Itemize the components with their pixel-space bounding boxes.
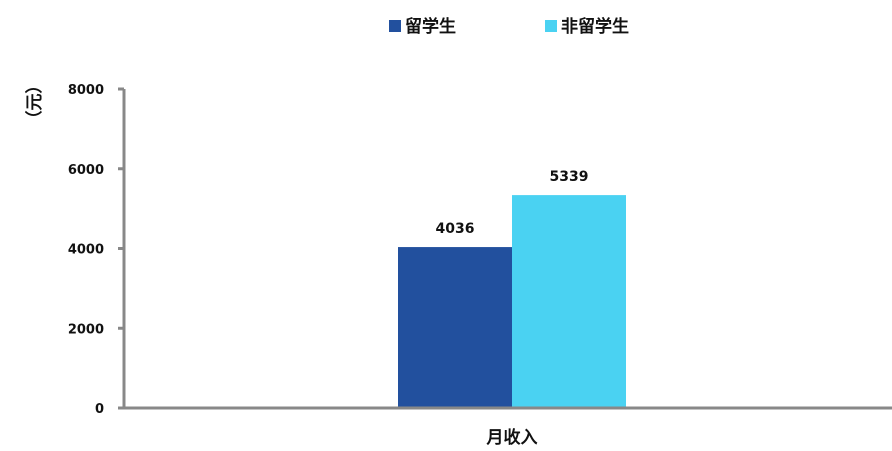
y-tick-label: 4000 [68,243,104,258]
legend-swatch-2 [545,20,557,32]
legend: 留学生 非留学生 [389,16,629,37]
legend-label-1: 留学生 [405,16,456,37]
data-label-2: 5339 [550,169,589,185]
legend-label-2: 非留学生 [561,16,629,37]
y-axis-ticks: 0 2000 4000 6000 8000 [68,83,124,417]
data-label-1: 4036 [436,221,475,237]
y-tick-label: 6000 [68,163,104,178]
bars [398,195,626,408]
legend-swatch-1 [389,20,401,32]
bar-2 [512,195,626,408]
y-axis-title: （元） [24,77,45,128]
y-tick-label: 8000 [68,83,104,98]
data-labels: 4036 5339 [436,169,589,237]
x-axis-categories: 月收入 [486,427,538,448]
x-category-label: 月收入 [486,427,538,448]
y-tick-label: 2000 [68,322,104,337]
bar-1 [398,247,512,408]
y-tick-label: 0 [95,402,104,417]
